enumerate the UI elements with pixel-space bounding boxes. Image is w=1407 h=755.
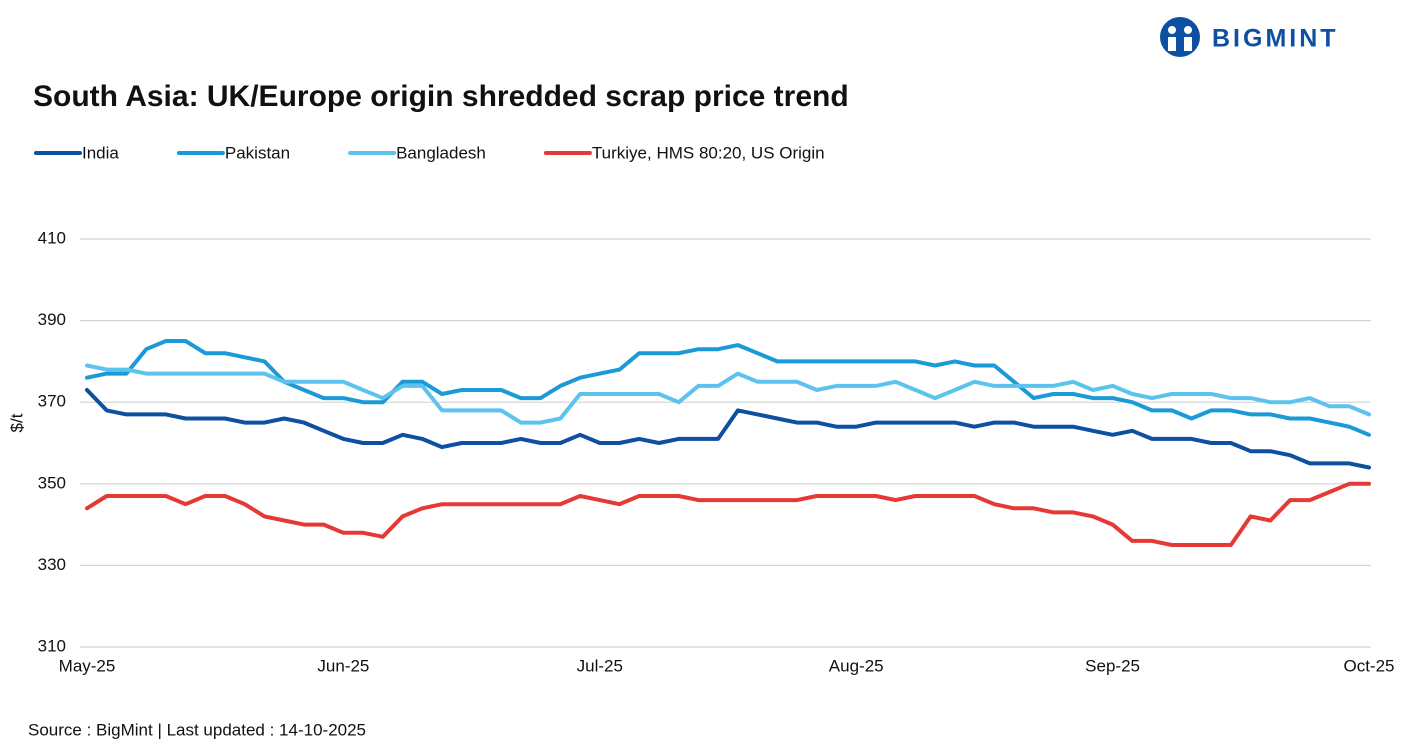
y-tick-label: 350	[38, 473, 66, 492]
legend-label: Bangladesh	[396, 143, 486, 162]
series-line	[85, 339, 1371, 437]
series-line	[85, 388, 1371, 470]
y-axis-label: $/t	[7, 413, 26, 432]
x-tick-label: Oct-25	[1343, 656, 1394, 675]
series-line	[85, 481, 1371, 547]
source: Source : BigMint | Last updated : 14-10-…	[28, 720, 366, 739]
y-tick-label: 330	[38, 555, 66, 574]
y-tick-label: 310	[38, 636, 66, 655]
x-tick-label: Jul-25	[577, 656, 623, 675]
brand: BIGMINT	[1212, 25, 1339, 53]
chart-title: South Asia: UK/Europe origin shredded sc…	[33, 80, 849, 113]
legend-label: Turkiye, HMS 80:20, US Origin	[592, 143, 825, 162]
x-tick-label: Aug-25	[829, 656, 884, 675]
y-tick-label: 370	[38, 392, 66, 411]
x-tick-label: Jun-25	[317, 656, 369, 675]
logo: BIGMINT	[1160, 17, 1339, 57]
y-tick-label: 390	[38, 310, 66, 329]
legend-label: India	[82, 143, 119, 162]
x-tick-label: Sep-25	[1085, 656, 1140, 675]
legend-label: Pakistan	[225, 143, 290, 162]
series-line	[85, 363, 1371, 425]
y-tick-label: 410	[38, 228, 66, 247]
x-tick-label: May-25	[59, 656, 116, 675]
